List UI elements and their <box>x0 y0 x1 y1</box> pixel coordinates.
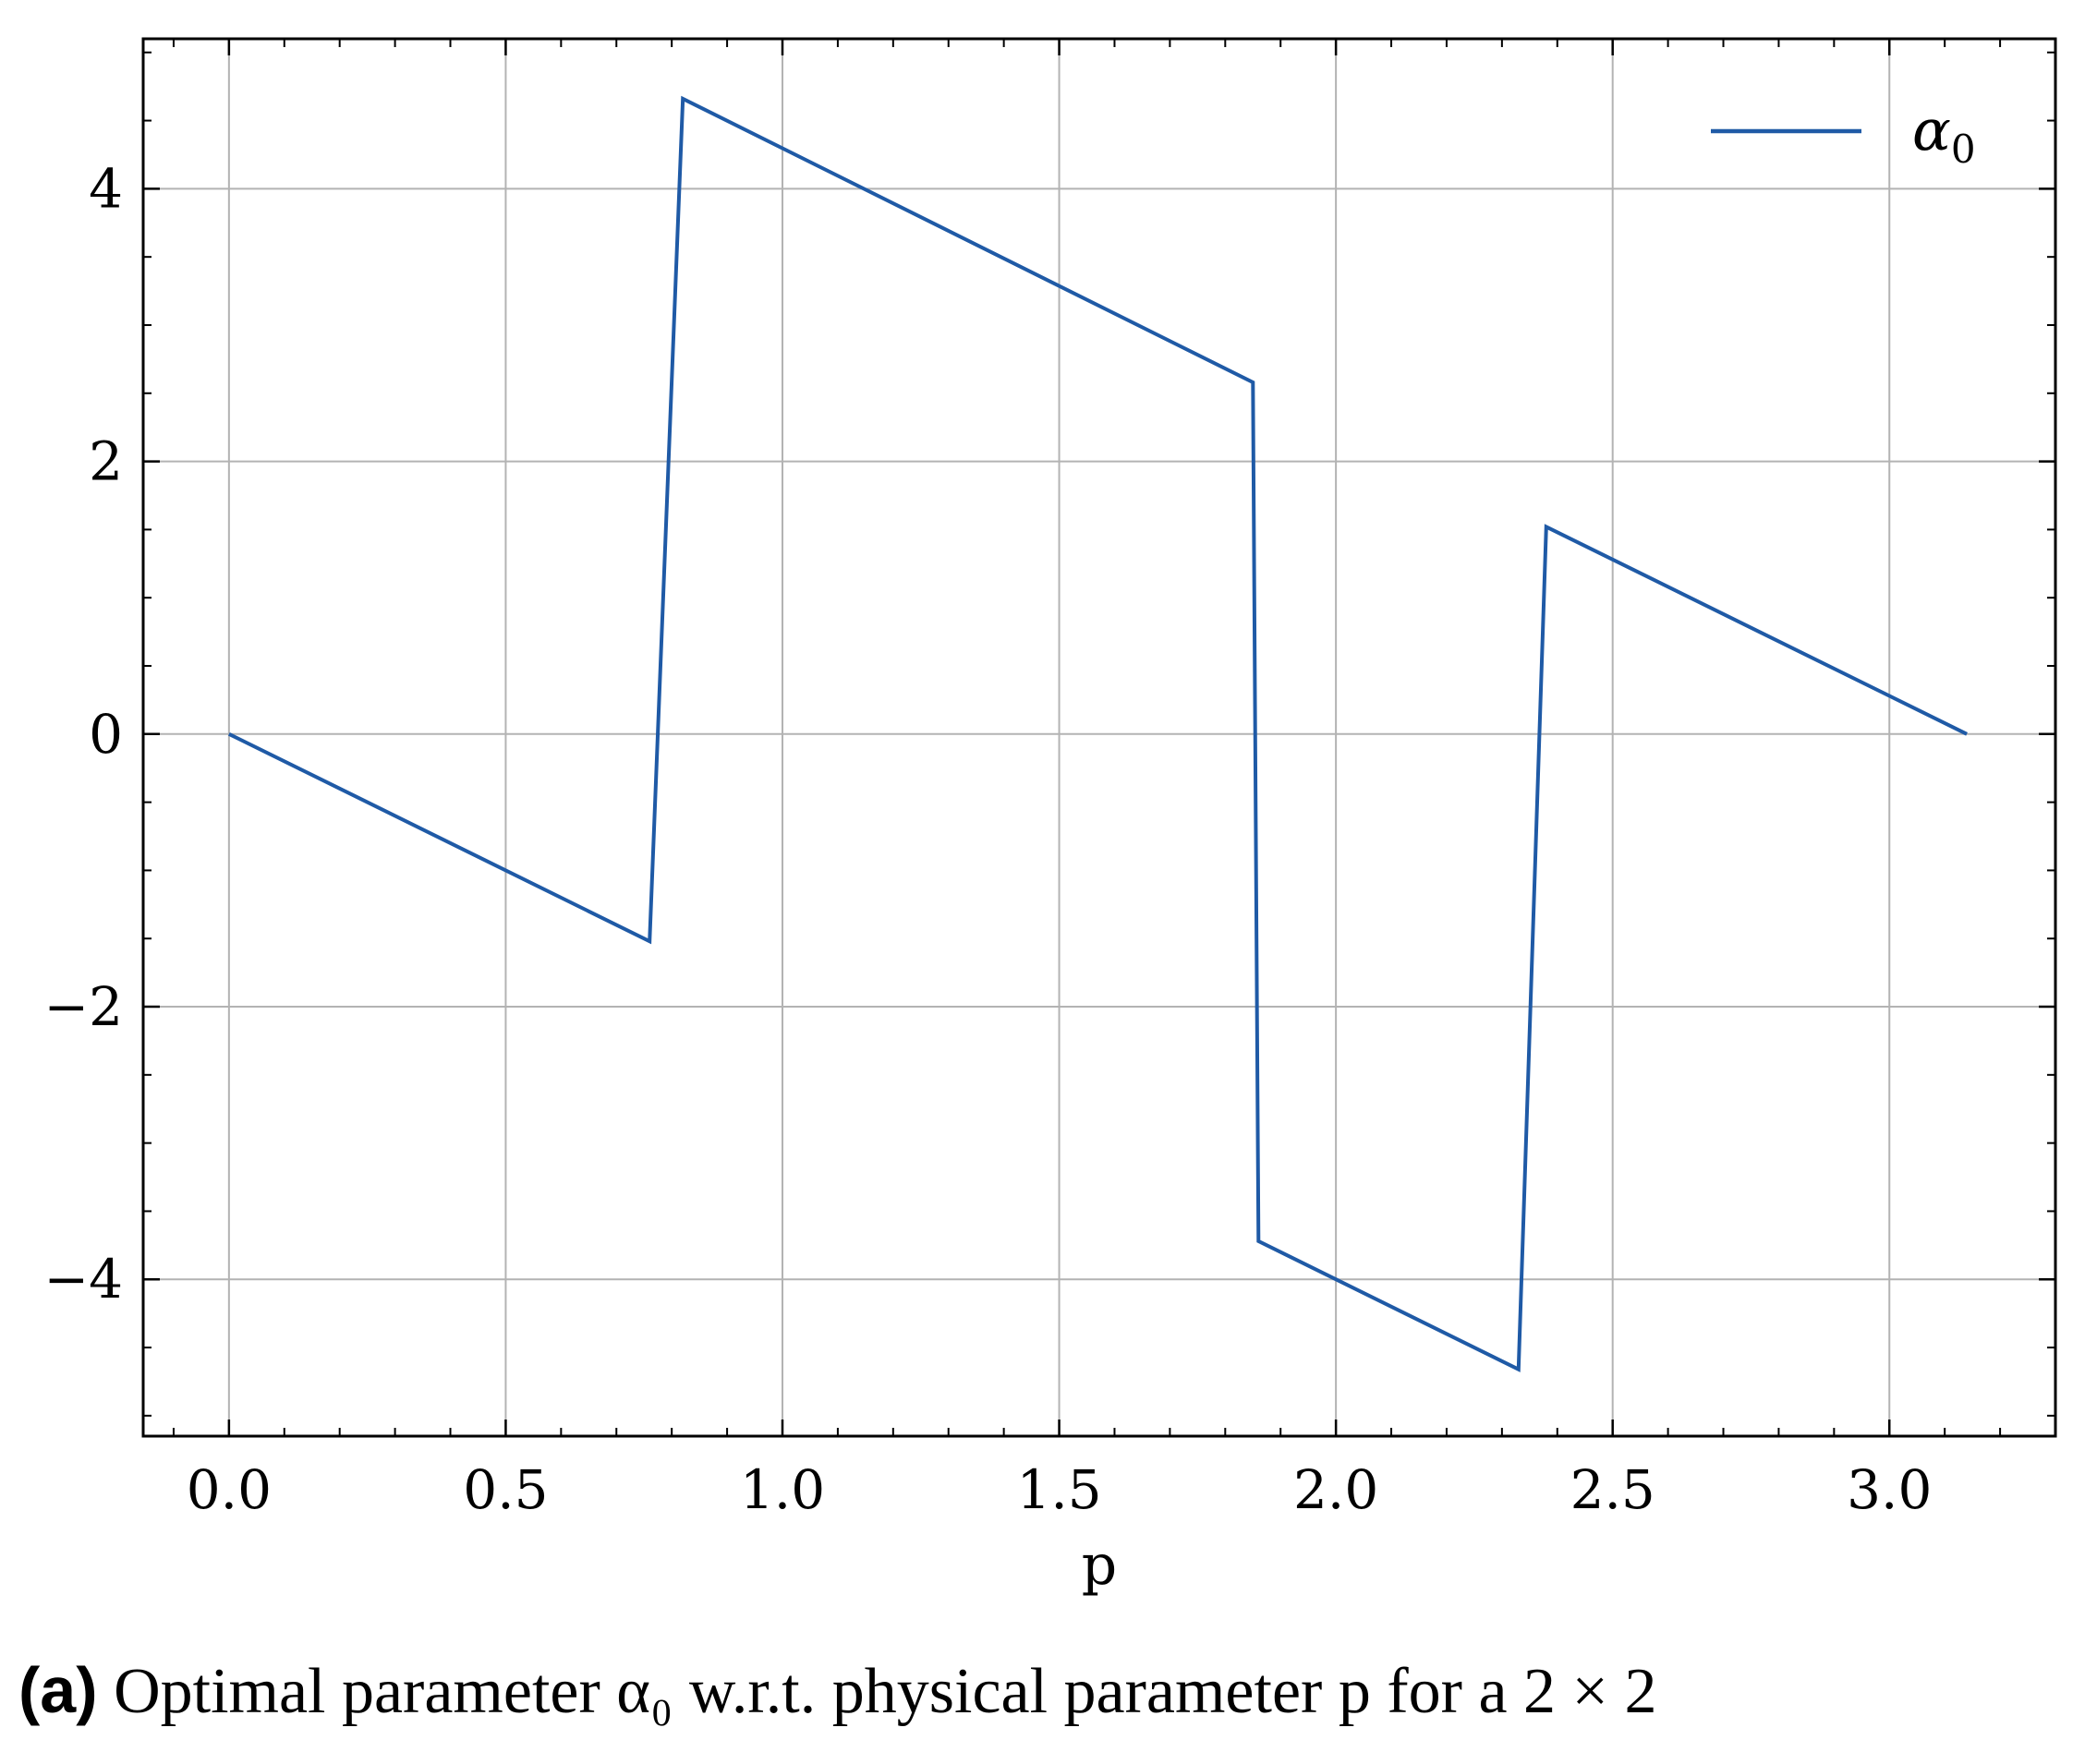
y-tick-label: −4 <box>44 1248 124 1311</box>
y-tick-label: −2 <box>44 975 124 1038</box>
legend: α0 <box>1711 96 1976 172</box>
y-tick-labels: −4 −2 0 2 4 <box>44 157 124 1311</box>
x-tick-label: 0.0 <box>187 1458 272 1521</box>
grid-lines <box>143 39 2055 1436</box>
x-tick-label: 2.5 <box>1570 1458 1655 1521</box>
legend-subscript: 0 <box>1951 127 1976 172</box>
legend-label: α0 <box>1912 96 1976 172</box>
x-tick-label: 3.0 <box>1847 1458 1932 1521</box>
series-line <box>228 95 1968 1372</box>
caption-text: Optimal parameter α₀ w.r.t. physical par… <box>97 1656 1657 1727</box>
legend-symbol: α <box>1912 96 1951 163</box>
plot-frame <box>141 37 2057 1438</box>
x-tick-label: 2.0 <box>1293 1458 1378 1521</box>
caption-label: (a) <box>18 1654 98 1726</box>
x-tick-label: 0.5 <box>463 1458 548 1521</box>
y-tick-label: 0 <box>89 703 123 766</box>
x-tick-labels: 0.0 0.5 1.0 1.5 2.0 2.5 3.0 <box>187 1458 1933 1521</box>
axis-ticks <box>143 39 2055 1436</box>
y-tick-label: 2 <box>89 430 123 493</box>
figure-caption: (a) Optimal parameter α₀ w.r.t. physical… <box>18 1653 1657 1729</box>
x-tick-label: 1.5 <box>1016 1458 1101 1521</box>
series-layer <box>228 95 1968 1372</box>
y-tick-label: 4 <box>89 157 123 220</box>
x-axis-label: p <box>1082 1533 1117 1598</box>
x-tick-label: 1.0 <box>740 1458 825 1521</box>
